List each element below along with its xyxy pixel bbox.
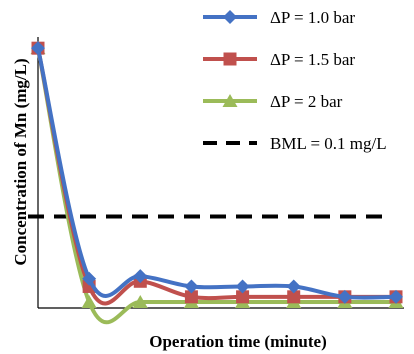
series-1-point-4 xyxy=(184,279,199,294)
legend-label-2: ΔP = 1.5 bar xyxy=(270,50,355,69)
series-1-point-5 xyxy=(235,279,250,294)
series-1-point-3 xyxy=(133,269,148,284)
series-3-point-3 xyxy=(132,295,148,308)
series-3-point-2 xyxy=(81,295,97,308)
legend-marker-2 xyxy=(223,52,237,66)
legend-label-3: ΔP = 2 bar xyxy=(270,92,343,111)
legend-marker-3 xyxy=(222,94,238,107)
series-2-point-6 xyxy=(287,290,301,304)
x-axis-title: Operation time (minute) xyxy=(149,332,327,351)
legend: ΔP = 1.0 bar ΔP = 1.5 bar ΔP = 2 bar BML = … xyxy=(203,8,387,153)
legend-label-4: BML = 0.1 mg/L xyxy=(270,134,387,153)
series-2-point-4 xyxy=(184,290,198,304)
plot-area xyxy=(28,37,404,325)
series-1-point-2 xyxy=(82,271,97,286)
series-1-point-7 xyxy=(337,289,352,304)
series-line-2 xyxy=(36,47,396,306)
series-1-point-8 xyxy=(389,289,403,304)
series-line-1 xyxy=(36,47,397,300)
legend-marker-1 xyxy=(223,10,237,24)
y-axis-title: Concentration of Mn (mg/L) xyxy=(11,58,30,265)
series-1-point-6 xyxy=(286,279,301,294)
series-2-point-5 xyxy=(236,290,250,304)
legend-label-1: ΔP = 1.0 bar xyxy=(270,8,355,27)
series-1-point-1 xyxy=(31,41,45,56)
